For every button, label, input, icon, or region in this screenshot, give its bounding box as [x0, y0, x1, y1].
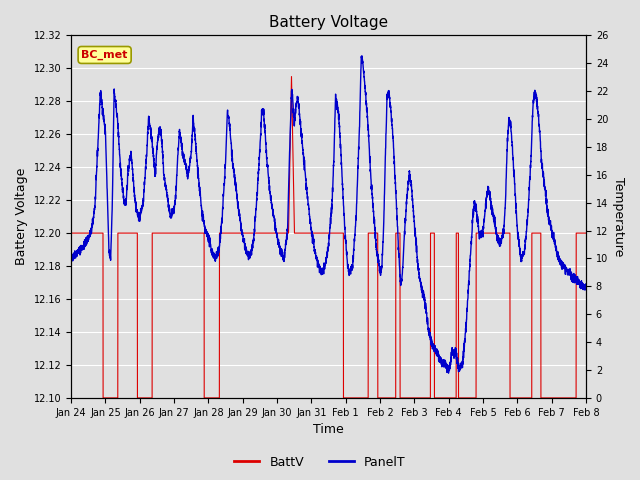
BattV — [99, 395, 107, 401]
X-axis label: Time: Time — [313, 423, 344, 436]
Title: Battery Voltage: Battery Voltage — [269, 15, 388, 30]
BattV — [582, 230, 590, 236]
BattV — [67, 230, 75, 236]
BattV — [160, 230, 168, 236]
BattV — [287, 73, 295, 79]
PanelT — [358, 53, 366, 59]
Text: BC_met: BC_met — [81, 50, 128, 60]
BattV — [582, 230, 589, 236]
PanelT — [160, 171, 168, 177]
PanelT — [444, 364, 452, 370]
BattV — [310, 230, 317, 236]
PanelT — [582, 284, 590, 290]
Line: PanelT: PanelT — [71, 56, 586, 373]
BattV — [415, 395, 423, 401]
Y-axis label: Temperature: Temperature — [612, 177, 625, 256]
PanelT — [415, 276, 423, 281]
PanelT — [67, 254, 75, 260]
Y-axis label: Battery Voltage: Battery Voltage — [15, 168, 28, 265]
PanelT — [309, 239, 317, 244]
PanelT — [445, 370, 452, 376]
BattV — [444, 395, 452, 401]
Legend: BattV, PanelT: BattV, PanelT — [229, 451, 411, 474]
PanelT — [582, 281, 589, 287]
Line: BattV: BattV — [71, 76, 586, 398]
PanelT — [474, 219, 481, 225]
BattV — [474, 230, 481, 236]
